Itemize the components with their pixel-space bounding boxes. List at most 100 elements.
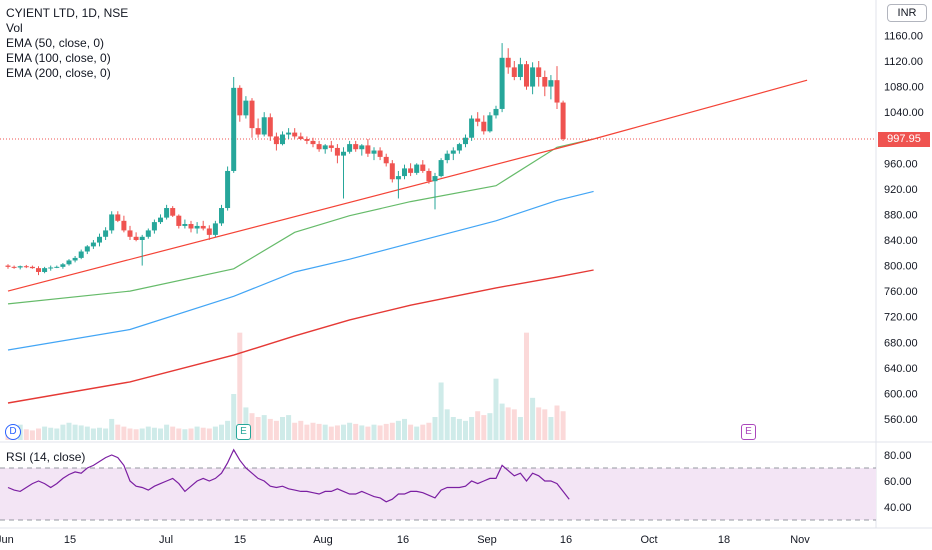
candle-body [487,115,493,132]
candle-body [219,208,224,224]
candle-body [133,236,139,240]
volume-bar [292,422,298,440]
last-price-label: 997.95 [878,132,930,147]
volume-bar [536,407,542,440]
price-axis-tick: 1040.00 [884,107,924,119]
dividend-marker[interactable]: D [5,424,21,440]
candle-body [499,57,505,109]
currency-selector[interactable]: INR [887,4,927,22]
candle-body [334,147,340,156]
legend-ema200[interactable]: EMA (200, close, 0) [6,66,111,80]
legend-ema100[interactable]: EMA (100, close, 0) [6,51,111,65]
time-axis-tick: Jul [159,534,173,546]
volume-bar [493,378,499,440]
volume-bar [469,417,475,440]
candle-body [273,136,279,145]
candle-body [353,144,359,150]
candle-body [11,266,17,268]
candle-body [469,118,475,138]
candle-body [383,156,389,164]
candle-body [426,170,432,182]
rsi-axis-tick: 40.00 [884,502,912,514]
time-axis-tick: Oct [640,534,657,546]
candle-body [139,236,145,240]
time-axis-tick: 15 [234,534,246,546]
volume-bar [475,411,481,440]
volume-bar [377,425,383,440]
candle-body [164,208,170,218]
price-axis-tick: 1160.00 [884,30,923,42]
volume-bar [383,423,389,440]
candle-body [84,246,90,252]
price-axis-tick: 760.00 [884,286,918,298]
volume-bar [249,413,255,440]
candle-body [72,257,78,261]
volume-bar [316,423,322,440]
volume-bar [530,397,536,440]
volume-bar [90,428,96,440]
candle-body [395,176,401,180]
volume-bar [243,407,249,440]
volume-bar [286,415,292,440]
candle-body [249,100,255,129]
rsi-line [7,448,570,503]
time-axis-tick: 18 [718,534,730,546]
candle-body [206,228,212,235]
candle-body [17,266,23,268]
volume-bar [188,428,194,440]
volume-bar [487,413,493,440]
price-axis-tick: 960.00 [884,158,918,170]
earnings-marker-upcoming[interactable]: E [741,424,756,440]
candle-body [225,170,231,209]
volume-bar [103,428,109,440]
price-axis-tick: 680.00 [884,337,918,349]
candle-body [408,168,414,173]
candle-body [36,268,41,272]
candle-body [493,108,499,116]
candle-body [127,230,133,237]
volume-bar [432,417,438,440]
candle-body [66,260,72,265]
volume-bar [438,382,444,440]
candle-body [402,168,407,177]
ema100-line [7,190,594,351]
candle-body [237,87,243,116]
price-axis-tick: 800.00 [884,261,918,273]
earnings-marker-past[interactable]: E [236,424,251,440]
volume-bar [524,332,529,440]
time-axis-tick: Nov [790,534,810,546]
candle-body [505,57,511,68]
volume-bar [444,409,450,440]
candle-body [286,132,292,135]
volume-bar [365,426,371,440]
candle-body [48,267,54,269]
volume-bar [212,426,218,440]
symbol-title[interactable]: CYIENT LTD, 1D, NSE [6,6,129,20]
candle-body [121,220,127,231]
volume-bar [97,427,102,440]
candle-body [194,225,200,229]
volume-bar [176,428,182,440]
time-axis-tick: 16 [397,534,409,546]
legend-ema50[interactable]: EMA (50, close, 0) [6,36,105,50]
price-axis-tick: 1120.00 [884,56,923,68]
legend-vol[interactable]: Vol [6,21,23,35]
volume-bar [206,428,212,440]
volume-bar [273,420,279,440]
candle-body [231,87,237,171]
volume-bar [231,394,237,440]
candle-body [200,225,206,229]
price-axis-tick: 600.00 [884,388,918,400]
candle-body [328,145,334,148]
candle-body [243,100,249,116]
volume-bar [158,428,163,440]
rsi-axis-tick: 80.00 [884,450,912,462]
candle-body [103,230,109,237]
rsi-legend[interactable]: RSI (14, close) [6,450,86,464]
candle-body [23,266,29,268]
price-axis-tick: 720.00 [884,312,918,324]
volume-bar [29,430,35,440]
volume-bar [60,424,66,440]
candle-body [304,138,310,141]
